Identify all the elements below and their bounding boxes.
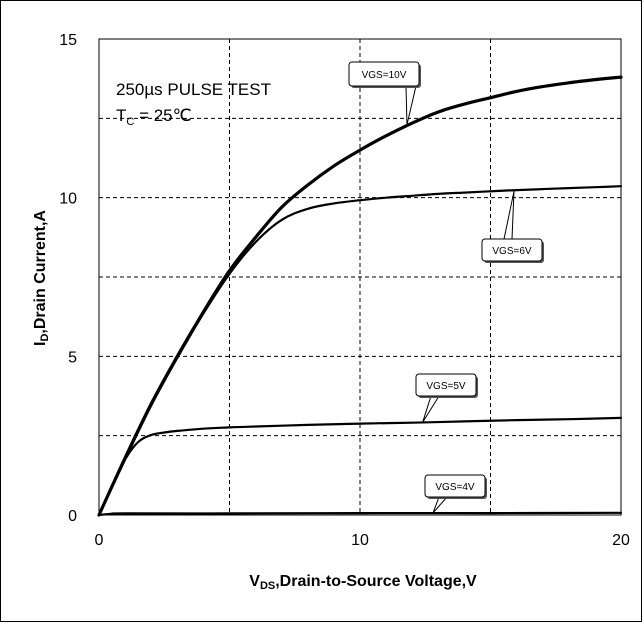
curve-vgs-6v [97,185,623,517]
plot-border [98,38,622,516]
callout-vgs-5v: VGS=5V [415,373,478,423]
callout-box [415,373,477,397]
temperature-note: TC = 25℃ [116,106,192,128]
callout-label: VGS=10V [362,70,407,81]
tick-labels: 0 10 20 0 5 10 15 [59,32,630,549]
callout-box [424,474,486,498]
series-callouts: VGS=10V VGS=6V VGS=5V VGS=4V [348,61,544,514]
series-curves [97,75,623,517]
callout-vgs-10v: VGS=10V [348,61,421,125]
callout-pointer [503,191,515,240]
callout-box [481,238,543,262]
pulse-test-note: 250µs PULSE TEST [116,80,271,99]
curve-vgs-5v [97,416,623,517]
callout-box [348,61,420,87]
y-tick-label: 10 [59,191,77,208]
callout-label: VGS=4V [435,482,475,493]
x-tick-label: 20 [612,532,630,549]
y-tick-label: 15 [59,32,77,49]
callout-label: VGS=6V [492,246,532,257]
x-axis-title: VDS,Drain-to-Source Voltage,V [249,573,477,592]
y-tick-label: 5 [68,349,77,366]
plot-area [98,38,622,516]
x-tick-label: 0 [95,532,104,549]
x-tick-label: 10 [351,532,369,549]
callout-pointer [432,496,448,514]
callout-vgs-4v: VGS=4V [424,474,487,514]
callout-label: VGS=5V [426,381,466,392]
callout-vgs-6v: VGS=6V [481,191,544,263]
curve-vgs-4v [97,511,623,517]
callout-pointer [422,395,440,423]
callout-pointer [405,85,417,125]
y-tick-label: 0 [68,508,77,525]
grid-lines [99,39,621,515]
y-axis-title: ID,Drain Current,A [32,210,51,346]
curve-vgs-10v [97,75,623,517]
